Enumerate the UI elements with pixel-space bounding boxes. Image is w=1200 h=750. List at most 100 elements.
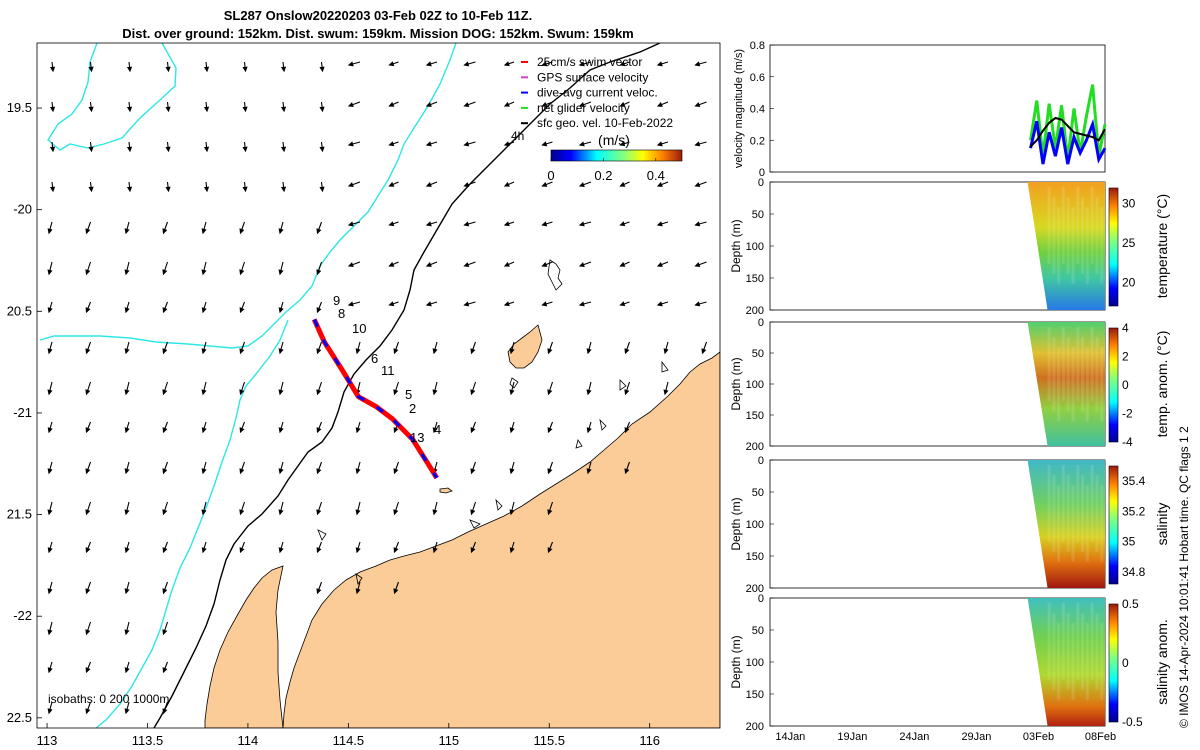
geo-velocity-arrowhead [425,262,432,267]
geo-velocity-arrowhead [586,468,592,475]
geo-velocity-arrowhead [47,468,53,475]
geo-velocity-arrowhead [619,101,626,107]
geo-velocity-arrowhead [278,509,284,516]
geo-velocity-arrowhead [239,468,245,475]
geo-velocity-arrowhead [586,348,592,355]
depth-section-streak [1090,327,1094,402]
geo-velocity-arrowhead [47,389,53,396]
geo-velocity-arrowhead [503,101,510,107]
geo-velocity-arrowhead [624,427,630,434]
depth-tick-label: 0 [758,455,764,467]
geo-velocity-arrowhead [355,468,361,475]
geo-velocity-arrowhead [388,221,395,227]
geo-velocity-arrowhead [165,66,171,73]
geo-velocity-arrowhead [88,186,94,193]
geo-velocity-arrowhead [278,307,284,314]
depth-section-streak [1057,485,1061,562]
geo-velocity-arrowhead [124,269,130,276]
geo-velocity-arrowhead [203,186,210,193]
velocity-y-tick-label: 0.4 [750,104,765,116]
geo-velocity-arrowhead [85,228,91,235]
geo-velocity-arrowhead [541,141,548,147]
section-colorbar-tick-label: -2 [1122,407,1133,421]
geo-velocity-arrowhead [393,348,399,355]
date-tick-label: 19Jan [837,731,867,743]
depth-section-streak [1095,475,1099,552]
geo-velocity-arrowhead [124,629,130,636]
depth-tick-label: 150 [746,689,764,701]
geo-velocity-arrowhead [347,61,354,67]
geo-velocity-arrowhead [663,389,669,396]
depth-tick-label: 100 [746,241,764,253]
depth-section-streak [1066,337,1070,412]
depth-tick-label: 50 [752,625,764,637]
map-x-tick-label: 113 [37,733,58,748]
depth-section-streak [1081,197,1085,274]
depth-section-streak [1081,337,1085,412]
geo-velocity-arrowhead [347,182,354,188]
geo-velocity-arrowhead [280,66,287,73]
geo-velocity-arrowhead [280,146,287,153]
geo-velocity-arrowhead [162,228,168,235]
section-colorbar-tick-label: 2 [1122,350,1129,364]
geo-velocity-arrowhead [280,106,287,113]
geo-velocity-arrowhead [694,102,701,108]
geo-velocity-arrowhead [124,509,130,516]
geo-velocity-arrowhead [541,262,548,267]
depth-section-streak [1100,485,1104,562]
geo-velocity-arrowhead [347,141,354,147]
geo-velocity-arrowhead [162,708,168,715]
map-colorbar-tick-label: 0 [547,168,554,183]
depth-section-streak [1061,465,1065,542]
depth-section-streak [1071,485,1075,562]
geo-velocity-arrowhead [316,468,322,475]
geo-velocity-arrowhead [425,221,432,227]
geo-velocity-arrowhead [242,66,248,73]
geo-velocity-arrowhead [547,348,553,355]
geo-velocity-arrowhead [503,301,510,307]
velocity-y-tick-label: 0.2 [750,135,765,147]
geo-velocity-arrowhead [201,228,207,235]
geo-velocity-arrowhead [578,301,585,307]
geo-velocity-arrowhead [49,66,56,73]
geo-velocity-arrowhead [201,547,207,554]
depth-axis-label: Depth (m) [729,357,743,410]
geo-velocity-arrowhead [388,261,395,267]
depth-section-streak [1081,613,1085,690]
geo-velocity-arrowhead [162,307,168,314]
geo-velocity-arrowhead [509,348,515,355]
geo-velocity-arrowhead [165,186,171,193]
velocity-series-line [1029,118,1107,165]
geo-velocity-arrowhead [47,307,53,314]
geo-velocity-arrowhead [85,389,91,396]
depth-section-field [1027,598,1105,726]
depth-section-streak [1071,623,1075,700]
geo-velocity-arrowhead [47,509,53,516]
geo-velocity-arrowhead [239,269,245,276]
imos-credit: © IMOS 14-Apr-2024 10:01:41 Hobart time.… [1177,426,1191,728]
velocity-y-tick-label: 0.8 [750,40,765,52]
geo-velocity-arrowhead [85,468,91,475]
depth-axis-label: Depth (m) [729,635,743,688]
track-day-label: 2 [409,401,416,416]
map-y-tick-label: -22 [13,608,32,623]
geo-velocity-arrowhead [88,146,94,153]
sfc-geo-velocity-arrows [47,61,708,715]
depth-section-streak [1090,465,1094,542]
depth-section-field [1027,322,1105,446]
geo-velocity-arrowhead [578,262,585,268]
depth-tick-label: 50 [752,348,764,360]
geo-velocity-arrowhead [463,182,470,188]
geo-velocity-arrowhead [470,468,476,475]
geo-velocity-arrowhead [463,301,470,307]
geo-velocity-arrowhead [503,181,510,187]
isobath-label: isobaths: 0 200 1000m [48,692,169,706]
geo-velocity-arrowhead [162,629,168,636]
geo-velocity-arrowhead [586,389,592,396]
legend-entry: GPS surface velocity [537,70,648,84]
velocity-y-tick-label: 0.6 [750,72,765,84]
map-y-tick-label: 21.5 [7,507,32,522]
geo-velocity-arrowhead [547,468,553,475]
depth-section-streak [1052,197,1056,274]
